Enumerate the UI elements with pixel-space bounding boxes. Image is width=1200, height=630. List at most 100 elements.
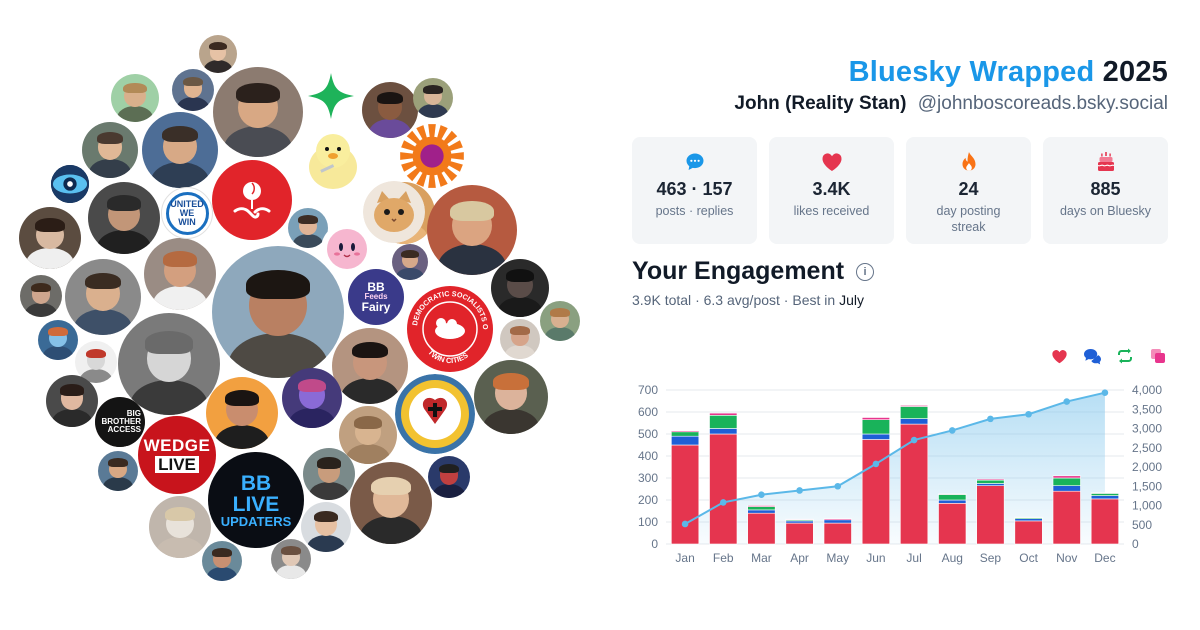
chart-legend bbox=[632, 346, 1168, 366]
cumulative-line bbox=[684, 391, 1106, 525]
avatar bbox=[144, 238, 216, 310]
avatar bbox=[202, 541, 242, 581]
stat-value-posts: 463 · 157 bbox=[656, 179, 733, 199]
bar-segment bbox=[823, 518, 852, 521]
bar-segment bbox=[1014, 518, 1043, 522]
bar-segment bbox=[1014, 520, 1043, 545]
engagement-summary: 3.9K total · 6.3 avg/post · Best in July bbox=[632, 292, 1168, 308]
badge-text: BIG bbox=[126, 409, 141, 418]
badge-text: WEDGE bbox=[143, 436, 211, 455]
reply-bubbles-icon bbox=[1083, 348, 1101, 364]
eye-badge bbox=[51, 165, 89, 203]
cumulative-point bbox=[796, 487, 803, 494]
brand-title: Bluesky Wrapped bbox=[848, 56, 1095, 88]
avatar bbox=[282, 368, 342, 428]
cumulative-point bbox=[948, 427, 956, 434]
bar-segment bbox=[671, 444, 700, 545]
bar-segment bbox=[1090, 493, 1119, 496]
heart-icon bbox=[1051, 349, 1067, 363]
x-tick-label: Nov bbox=[1056, 551, 1077, 565]
x-tick-label: Aug bbox=[942, 551, 963, 565]
bar-segment bbox=[900, 418, 929, 425]
bar-segment bbox=[709, 412, 738, 416]
bar-segment bbox=[671, 430, 700, 433]
cumulative-point bbox=[758, 491, 765, 499]
bar-segment bbox=[747, 506, 776, 511]
cumulative-point bbox=[1101, 389, 1109, 396]
info-icon[interactable]: i bbox=[856, 262, 875, 281]
y2-tick-label: 2,500 bbox=[1132, 441, 1162, 455]
x-tick-label: Jul bbox=[906, 551, 921, 565]
bar-segment bbox=[1090, 498, 1119, 545]
x-tick-label: Apr bbox=[790, 551, 809, 565]
rose-icon bbox=[233, 182, 271, 219]
bar-segment bbox=[976, 485, 1005, 545]
y2-tick-label: 4,000 bbox=[1132, 383, 1162, 397]
bb-live-updaters-badge: BB LIVE UPDATERS bbox=[208, 452, 304, 548]
legend-replies[interactable] bbox=[1082, 346, 1102, 366]
stat-card-streak: 24 day posting streak bbox=[906, 137, 1031, 244]
y2-tick-label: 2,000 bbox=[1132, 460, 1162, 474]
badge-text: UPDATERS bbox=[220, 513, 292, 529]
kirby-icon bbox=[327, 229, 367, 269]
cat-icon bbox=[363, 181, 425, 243]
heart-icon bbox=[821, 153, 842, 171]
repost-icon bbox=[1118, 348, 1132, 364]
bar-segment bbox=[861, 417, 890, 421]
bar-segment bbox=[785, 522, 814, 545]
cumulative-point bbox=[719, 499, 727, 506]
duck-icon bbox=[309, 134, 357, 189]
badge-text: Feeds bbox=[364, 292, 388, 301]
bar-segment bbox=[976, 479, 1005, 484]
avatar bbox=[540, 301, 580, 341]
legend-reposts[interactable] bbox=[1115, 346, 1135, 366]
engagement-total: 3.9K bbox=[632, 292, 661, 308]
luther-rose-icon bbox=[395, 374, 475, 454]
sparkle-badge bbox=[306, 71, 356, 121]
bar-segment bbox=[1052, 490, 1081, 545]
avatar bbox=[362, 82, 418, 138]
bar-segment bbox=[1052, 475, 1081, 479]
avatar bbox=[20, 275, 62, 317]
bar-segment bbox=[823, 519, 852, 524]
wedge-live-badge: WEDGE LIVE bbox=[138, 416, 216, 494]
avatar bbox=[172, 69, 214, 111]
eye-icon bbox=[51, 165, 89, 203]
bar-segment bbox=[785, 520, 814, 524]
cumulative-point bbox=[681, 520, 689, 528]
legend-quotes[interactable] bbox=[1148, 346, 1168, 366]
quote-icon bbox=[1151, 349, 1165, 363]
year-title: 2025 bbox=[1102, 56, 1168, 88]
kirby-badge bbox=[321, 223, 373, 275]
cumulative-point bbox=[910, 436, 918, 444]
bar-segment bbox=[861, 433, 890, 440]
y2-tick-label: 500 bbox=[1132, 518, 1152, 532]
bar-segment bbox=[671, 435, 700, 446]
y2-tick-label: 1,000 bbox=[1132, 499, 1162, 513]
y-tick-label: 0 bbox=[651, 537, 658, 551]
legend-likes[interactable] bbox=[1049, 346, 1069, 366]
cumulative-point bbox=[1063, 398, 1071, 405]
separator: · bbox=[695, 292, 700, 308]
y-tick-label: 200 bbox=[638, 493, 658, 507]
badge-text: WIN bbox=[178, 216, 196, 227]
badge-text: WE bbox=[179, 207, 195, 218]
stats-row: 463 · 157 posts · replies 3.4K likes rec… bbox=[632, 137, 1168, 244]
bar-segment bbox=[709, 428, 738, 435]
badge-text: Fairy bbox=[361, 300, 391, 314]
y-tick-label: 700 bbox=[638, 383, 658, 397]
avatar bbox=[339, 406, 397, 464]
bar-segment bbox=[1090, 492, 1119, 494]
sun-icon bbox=[400, 124, 464, 188]
engagement-chart: 0 100 200 300 400 500 600 700 0 500 1,000 1,500 2,00… bbox=[638, 383, 1162, 565]
y-tick-label: 300 bbox=[638, 471, 658, 485]
page-title: Bluesky Wrapped 2025 bbox=[632, 56, 1168, 89]
bar-segment bbox=[976, 478, 1005, 481]
bar-segment bbox=[747, 512, 776, 545]
bar-segment bbox=[938, 499, 967, 504]
big-brother-access-badge: BIG BROTHER ACCESS bbox=[95, 397, 145, 447]
stat-card-days: 885 days on Bluesky bbox=[1043, 137, 1168, 244]
badge-text: ACCESS bbox=[107, 425, 141, 434]
user-identity: John (Reality Stan) @johnboscoreads.bsky… bbox=[632, 93, 1168, 115]
stat-value-days: 885 bbox=[1090, 179, 1121, 199]
